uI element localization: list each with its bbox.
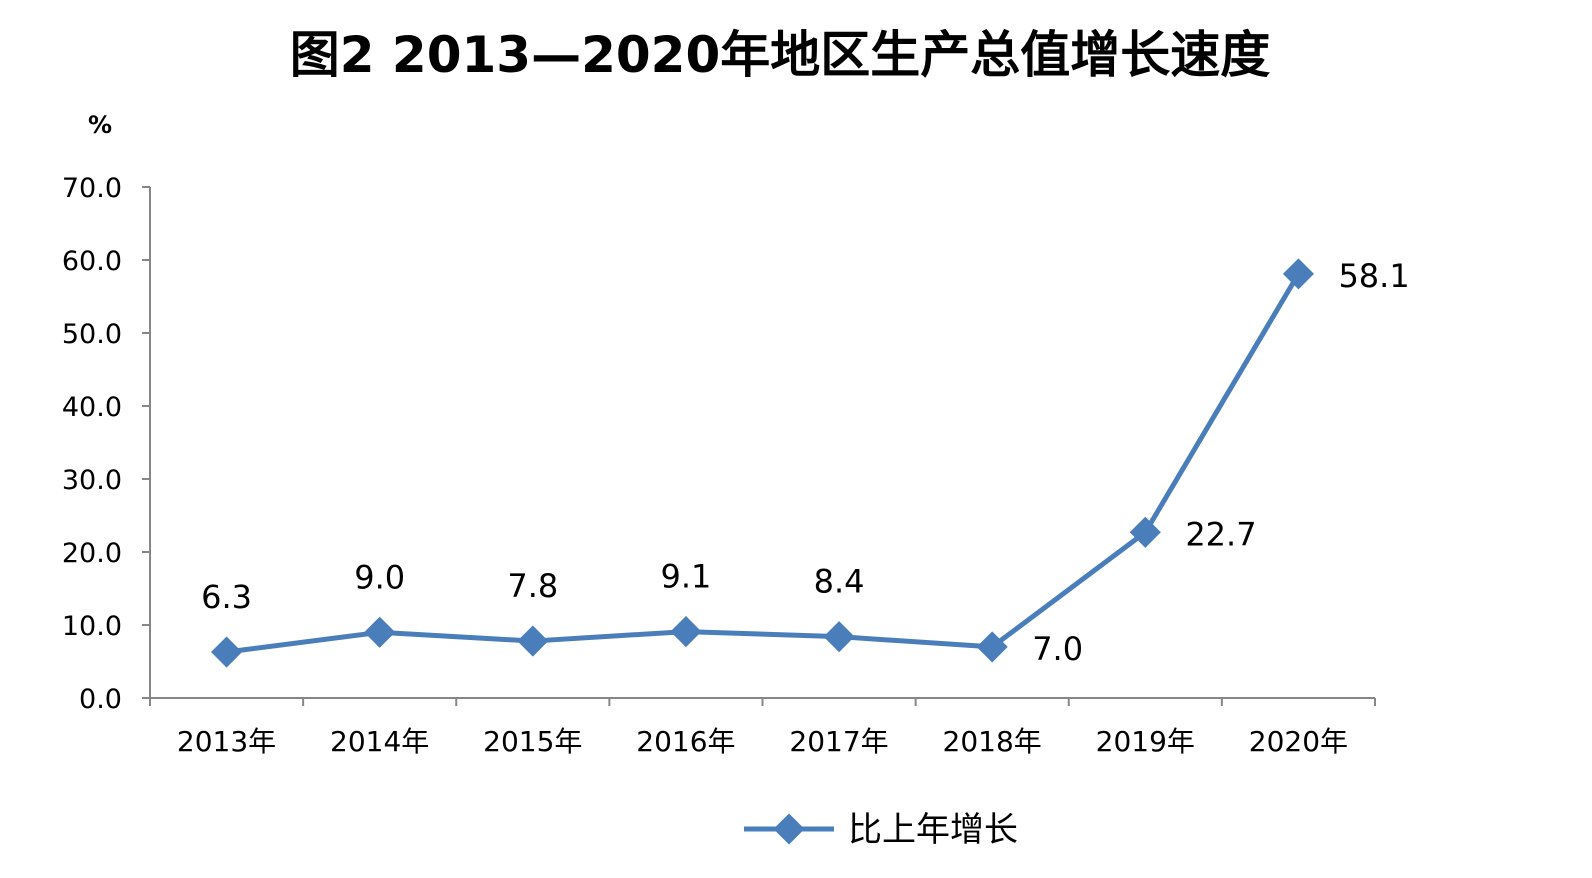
x-tick-label: 2015年 bbox=[483, 725, 582, 758]
data-label: 7.0 bbox=[1032, 630, 1083, 668]
series-line-group bbox=[211, 258, 1314, 668]
series-line bbox=[224, 271, 1301, 655]
y-tick-label: 70.0 bbox=[62, 173, 122, 204]
y-tick-label: 0.0 bbox=[79, 684, 122, 715]
data-point-marker bbox=[517, 625, 549, 657]
data-point-marker bbox=[670, 616, 702, 648]
data-labels: 6.3 9.0 7.8 9.1 8.4 7.0 22.7 58.1 bbox=[201, 257, 1410, 668]
x-tick-label: 2013年 bbox=[177, 725, 276, 758]
data-label: 22.7 bbox=[1185, 515, 1256, 553]
x-tick-label: 2016年 bbox=[636, 725, 735, 758]
data-label: 9.0 bbox=[354, 558, 405, 596]
y-tick-label: 60.0 bbox=[62, 246, 122, 277]
y-tick-label: 50.0 bbox=[62, 319, 122, 350]
x-tick-label: 2017年 bbox=[789, 725, 888, 758]
y-tick-label: 20.0 bbox=[62, 538, 122, 569]
y-tick-label: 10.0 bbox=[62, 611, 122, 642]
data-label: 6.3 bbox=[201, 578, 252, 616]
data-label: 7.8 bbox=[507, 567, 558, 605]
data-label: 58.1 bbox=[1338, 257, 1409, 295]
chart-title: 图2 2013—2020年地区生产总值增长速度 bbox=[290, 26, 1271, 84]
y-axis: 0.0 10.0 20.0 30.0 40.0 50.0 60.0 70.0 bbox=[62, 173, 151, 715]
y-tick-label: 30.0 bbox=[62, 465, 122, 496]
legend-diamond-marker bbox=[773, 813, 805, 845]
data-point-marker bbox=[823, 621, 855, 653]
x-tick-label: 2018年 bbox=[943, 725, 1042, 758]
data-point-marker bbox=[364, 616, 396, 648]
data-label: 8.4 bbox=[814, 563, 865, 601]
x-tick-label: 2014年 bbox=[330, 725, 429, 758]
y-tick-label: 40.0 bbox=[62, 392, 122, 423]
y-axis-unit: % bbox=[88, 111, 112, 139]
legend-label: 比上年增长 bbox=[848, 810, 1018, 850]
x-tick-label: 2020年 bbox=[1249, 725, 1348, 758]
legend: 比上年增长 bbox=[744, 810, 1018, 850]
data-point-marker bbox=[211, 636, 243, 668]
x-tick-label: 2019年 bbox=[1096, 725, 1195, 758]
data-point-marker bbox=[1282, 258, 1314, 290]
x-axis: 2013年 2014年 2015年 2016年 2017年 2018年 2019年 2020年 bbox=[149, 697, 1376, 758]
data-label: 9.1 bbox=[660, 558, 711, 596]
